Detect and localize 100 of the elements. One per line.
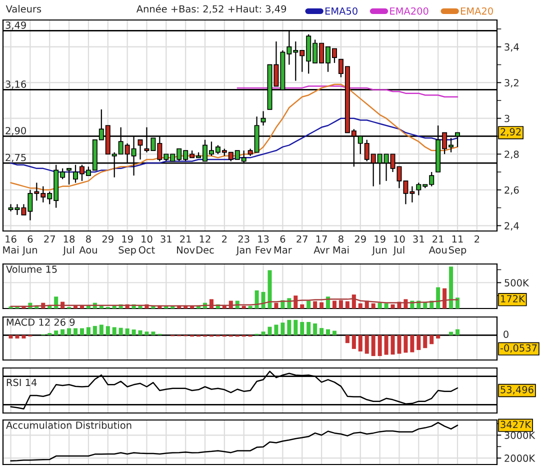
bar — [54, 296, 58, 308]
bar — [390, 335, 395, 355]
bar — [378, 335, 382, 356]
x-tick-label: 29 — [354, 235, 366, 243]
bar — [364, 335, 369, 354]
bar — [118, 328, 123, 336]
bar — [132, 330, 136, 336]
bar — [326, 329, 330, 336]
bar — [248, 306, 252, 308]
bar — [242, 306, 246, 308]
bar — [86, 327, 90, 336]
x-tick-label: 18 Jul — [62, 235, 75, 256]
y-tick-label: 3,2 — [504, 79, 518, 88]
bar — [410, 335, 414, 352]
bar — [384, 303, 388, 308]
x-tick-label: 8 Mai — [333, 235, 349, 254]
bar — [423, 335, 428, 348]
bar — [138, 330, 142, 336]
chart-title: MACD 12 26 9 — [6, 318, 75, 326]
x-tick-label: 21 Aou — [428, 235, 446, 254]
x-tick-label: 10 Oct — [138, 235, 155, 254]
ref-line-label: 2,90 — [6, 126, 26, 136]
bar — [320, 302, 324, 308]
bar — [390, 304, 395, 308]
x-tick-label: 2 — [222, 235, 227, 243]
y-tick-label: 2,4 — [504, 222, 519, 230]
x-tick-label: 31 — [413, 235, 424, 243]
legend-label: EMA20 — [460, 7, 493, 15]
ref-line-label: 3,16 — [6, 80, 26, 89]
x-tick-label: 31 — [160, 235, 172, 243]
annotation: 2,92 — [500, 128, 521, 136]
bar — [384, 335, 388, 355]
x-tick-label: 10 Jul — [392, 235, 405, 256]
candlestick — [260, 110, 266, 126]
x-tick-label: 27 — [44, 235, 55, 243]
annotation: 3427K — [500, 420, 532, 428]
ref-line-label: 2,75 — [6, 154, 26, 162]
candlestick — [66, 168, 72, 186]
bar — [345, 301, 350, 308]
y-tick-label: 3000K — [504, 432, 536, 439]
bar — [456, 298, 460, 308]
bar — [306, 300, 311, 308]
chart-title: Volume 15 — [6, 265, 57, 273]
bar — [60, 329, 65, 336]
bar — [254, 290, 259, 308]
bar — [332, 330, 336, 336]
bar — [436, 335, 440, 338]
annotation: 172K — [501, 295, 526, 302]
bar — [371, 335, 376, 356]
chart-title: Accumulation Distribution — [6, 421, 132, 429]
bar — [112, 327, 116, 336]
bar — [274, 302, 278, 308]
bar — [67, 328, 72, 336]
ref-line-label: 3,49 — [6, 21, 26, 30]
bar — [112, 306, 116, 308]
bar — [15, 335, 20, 338]
x-tick-label: 19 Sep — [118, 235, 136, 256]
bar — [300, 322, 304, 336]
x-tick-label: 8 Aou — [79, 235, 97, 254]
bar — [416, 335, 421, 350]
bar — [313, 323, 318, 336]
bar — [261, 292, 266, 308]
x-tick-label: 23 Jan — [236, 235, 251, 256]
x-tick-label: 6 Jun — [22, 235, 37, 256]
bar — [151, 332, 156, 336]
bar — [8, 335, 13, 338]
x-tick-label: 21 Nov — [177, 235, 195, 254]
bar — [80, 328, 84, 336]
legend-label: EMA200 — [390, 7, 428, 15]
bar — [22, 335, 26, 338]
text: 53,496 — [500, 386, 534, 394]
bar — [106, 326, 110, 336]
y-tick-label: 3 — [504, 114, 510, 122]
bar — [268, 270, 272, 308]
bar — [294, 320, 298, 336]
bar — [442, 288, 447, 308]
x-tick-label: 27 — [296, 235, 308, 243]
bar — [313, 301, 318, 308]
bar — [144, 332, 149, 336]
x-tick-label: 11 Sep — [448, 235, 466, 256]
x-tick-label: 13 Fev — [256, 235, 272, 254]
bar — [456, 329, 460, 336]
bar — [404, 335, 408, 353]
y-tick-label: 2,6 — [504, 186, 519, 195]
bar — [99, 324, 104, 336]
bar — [430, 335, 434, 344]
x-tick-label: 17 Avr — [314, 235, 330, 254]
bar — [92, 326, 97, 336]
bar — [280, 322, 285, 336]
bar — [371, 303, 376, 308]
bar — [320, 328, 324, 336]
x-tick-label: 12 Dec — [196, 235, 214, 254]
x-tick-label: 2 — [474, 235, 480, 243]
legend-label: EMA50 — [325, 7, 358, 15]
text: RSI 14 — [6, 378, 37, 386]
y-tick-label: 2,8 — [504, 150, 519, 159]
bar — [261, 332, 266, 336]
bar — [274, 324, 278, 336]
bar — [306, 322, 311, 336]
bar — [332, 300, 336, 308]
